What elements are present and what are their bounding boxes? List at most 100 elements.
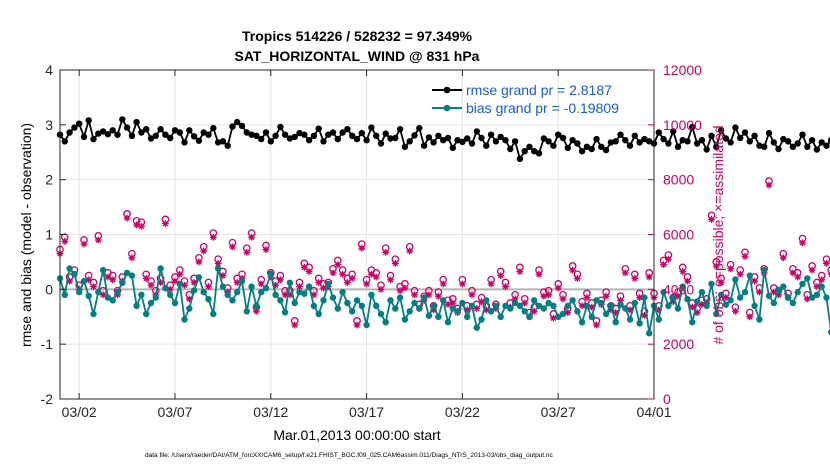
y-left-tick-label: -2 (41, 391, 54, 407)
rmse-point (401, 143, 409, 150)
obs-assimilated-point (823, 259, 830, 267)
bias-point (147, 299, 155, 307)
obs-assimilated-point (185, 295, 193, 303)
bias-point (229, 297, 236, 304)
rmse-point (531, 148, 538, 155)
obs-assimilated-point (664, 255, 672, 263)
y-left-tick-label: -1 (41, 336, 54, 352)
obs-assimilated-point (583, 294, 591, 301)
obs-assimilated-point (655, 306, 663, 314)
rmse-point (799, 131, 806, 138)
obs-assimilated-point (147, 281, 155, 289)
bias-point (368, 291, 375, 298)
rmse-point (698, 137, 706, 144)
footnote: data file: /Users/raeder/DAI/ATM_forcXX/… (145, 452, 554, 459)
rmse-point (598, 143, 605, 150)
rmse-point (483, 142, 490, 149)
bias-point (670, 294, 677, 301)
obs-assimilated-point (296, 283, 303, 290)
obs-assimilated-point (334, 261, 342, 269)
obs-assimilated-point (109, 276, 117, 284)
bias-point (693, 298, 701, 305)
bias-point (152, 294, 159, 301)
rmse-point (473, 128, 480, 135)
y-right-tick-label: 10000 (663, 117, 702, 133)
obs-assimilated-point (257, 280, 265, 288)
bias-point (296, 288, 303, 296)
obs-assimilated-point (411, 291, 418, 299)
x-tick-label: 03/17 (349, 404, 384, 420)
bias-point (253, 302, 260, 309)
rmse-point (382, 130, 389, 137)
obs-assimilated-point (751, 277, 758, 285)
obs-assimilated-point (94, 236, 102, 244)
bias-point (684, 296, 691, 303)
rmse-point (416, 124, 423, 132)
bias-point (727, 297, 734, 304)
rmse-point (789, 143, 797, 150)
obs-assimilated-point (645, 273, 653, 281)
rmse-point (167, 134, 174, 142)
rmse-point (205, 131, 212, 138)
y-axis-right-ticks: 0 2000 4000 6000 8000 10000 12000 (648, 62, 702, 407)
obs-assimilated-point (181, 281, 188, 289)
rmse-point (76, 120, 83, 127)
rmse-point (190, 133, 198, 140)
bias-point (531, 297, 538, 304)
obs-assimilated-point (157, 279, 164, 286)
rmse-point (238, 122, 246, 130)
bias-point (732, 276, 739, 283)
bias-point (205, 296, 212, 303)
obs-assimilated-point (741, 253, 749, 260)
rmse-point (535, 150, 543, 157)
bias-point (612, 319, 619, 326)
bias-point (334, 305, 341, 312)
obs-assimilated-point (195, 258, 203, 266)
y-left-tick-label: 0 (45, 281, 53, 297)
y-right-tick-label: 2000 (663, 336, 694, 352)
bias-point (143, 310, 150, 318)
bias-point (789, 299, 797, 307)
bias-point (286, 279, 294, 286)
obs-assimilated-point (688, 303, 696, 311)
legend-bias-label: bias grand pr = -0.19809 (466, 100, 619, 116)
rmse-point (444, 134, 452, 142)
bias-point (487, 308, 495, 315)
obs-assimilated-point (468, 291, 476, 299)
bias-point (181, 316, 188, 323)
rmse-point (258, 135, 265, 143)
obs-assimilated-point (482, 306, 490, 314)
obs-assimilated-point (679, 268, 687, 275)
bias-point (804, 275, 811, 282)
rmse-point (636, 139, 643, 146)
rmse-point (353, 135, 361, 143)
rmse-point (593, 135, 600, 143)
obs-assimilated-point (396, 287, 404, 295)
obs-assimilated-point (138, 222, 145, 230)
bias-point (713, 310, 720, 318)
bias-point (646, 330, 653, 337)
rmse-point (722, 135, 730, 142)
obs-assimilated-point (693, 309, 701, 317)
bias-point (679, 283, 686, 290)
y-axis-left-ticks: -2 -1 0 1 2 3 4 (41, 62, 66, 407)
obs-assimilated-point (291, 321, 299, 329)
bias-point (387, 297, 394, 304)
obs-assimilated-point (444, 301, 452, 308)
y-right-tick-label: 8000 (663, 172, 694, 188)
rmse-point (459, 138, 466, 145)
rmse-point (804, 143, 811, 150)
bias-point (377, 310, 385, 318)
bias-point (200, 288, 207, 296)
bias-point (305, 283, 313, 290)
rmse-point (200, 129, 207, 136)
obs-assimilated-point (377, 285, 385, 293)
obs-assimilated-point (80, 240, 88, 248)
bias-point (358, 302, 365, 309)
obs-assimilated-point (540, 292, 548, 300)
obs-assimilated-point (674, 292, 682, 300)
obs-assimilated-point (775, 291, 782, 299)
rmse-point (555, 131, 562, 138)
rmse-point (248, 131, 255, 138)
rmse-point (286, 135, 294, 142)
